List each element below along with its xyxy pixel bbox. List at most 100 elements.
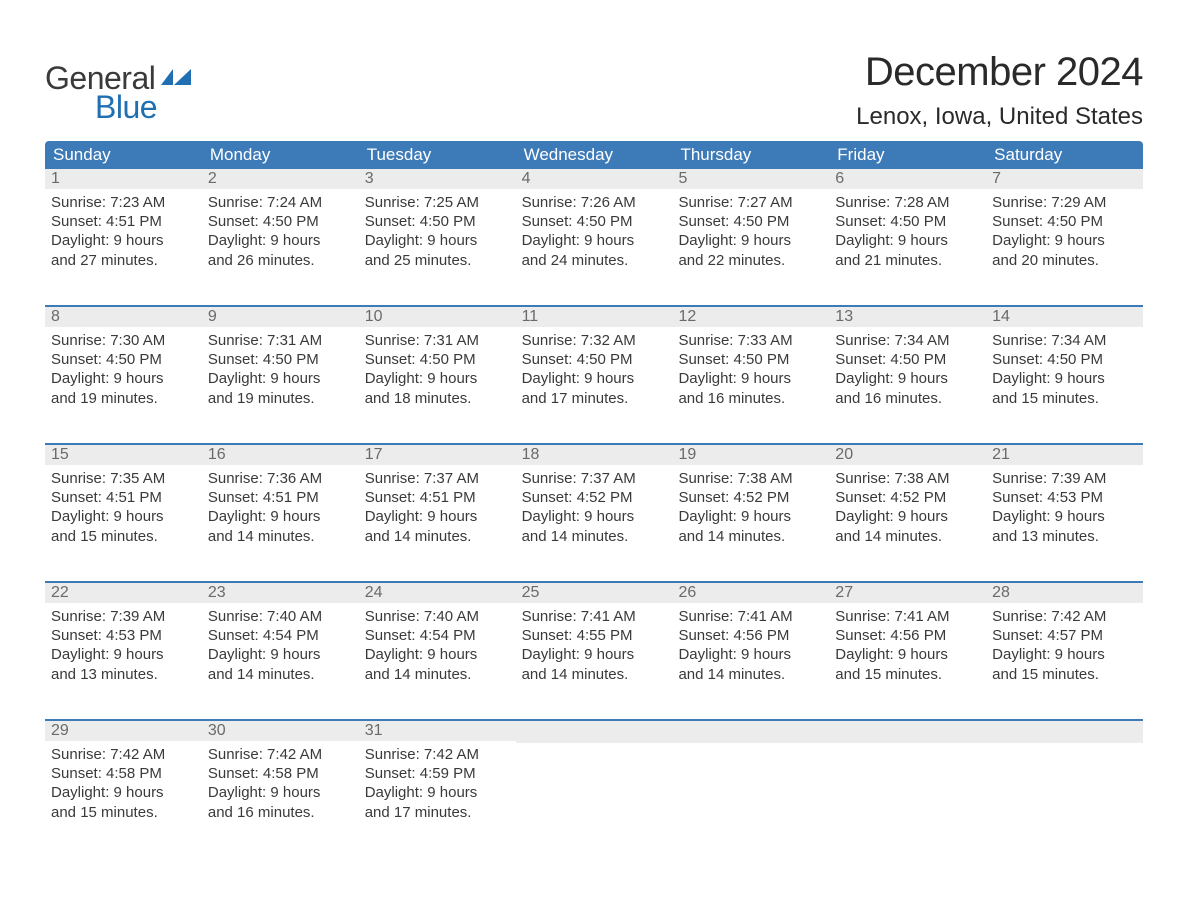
day-data: Sunrise: 7:41 AMSunset: 4:56 PMDaylight:…: [672, 603, 829, 686]
sunset-line: Sunset: 4:53 PM: [992, 488, 1137, 507]
dayhead-sun: Sunday: [45, 141, 202, 169]
sunset-line: Sunset: 4:54 PM: [365, 626, 510, 645]
dayhead-mon: Monday: [202, 141, 359, 169]
sunrise-line: Sunrise: 7:34 AM: [992, 331, 1137, 350]
day-number: 20: [829, 445, 986, 465]
dayhead-wed: Wednesday: [516, 141, 673, 169]
day-data: Sunrise: 7:28 AMSunset: 4:50 PMDaylight:…: [829, 189, 986, 272]
daylight-line2: and 14 minutes.: [678, 665, 823, 684]
day-number: 6: [829, 169, 986, 189]
daylight-line2: and 15 minutes.: [835, 665, 980, 684]
day-number: [829, 721, 986, 743]
daylight-line1: Daylight: 9 hours: [365, 645, 510, 664]
daylight-line2: and 20 minutes.: [992, 251, 1137, 270]
daylight-line2: and 17 minutes.: [365, 803, 510, 822]
daylight-line2: and 15 minutes.: [51, 527, 196, 546]
day-number: 2: [202, 169, 359, 189]
daylight-line1: Daylight: 9 hours: [678, 231, 823, 250]
month-title: December 2024: [856, 50, 1143, 95]
daylight-line2: and 19 minutes.: [51, 389, 196, 408]
sunset-line: Sunset: 4:50 PM: [835, 350, 980, 369]
sunset-line: Sunset: 4:52 PM: [522, 488, 667, 507]
sunset-line: Sunset: 4:55 PM: [522, 626, 667, 645]
day-cell: 21Sunrise: 7:39 AMSunset: 4:53 PMDayligh…: [986, 445, 1143, 563]
sunset-line: Sunset: 4:50 PM: [51, 350, 196, 369]
sunset-line: Sunset: 4:51 PM: [51, 212, 196, 231]
day-cell: 11Sunrise: 7:32 AMSunset: 4:50 PMDayligh…: [516, 307, 673, 425]
daylight-line2: and 15 minutes.: [51, 803, 196, 822]
daylight-line2: and 25 minutes.: [365, 251, 510, 270]
sunrise-line: Sunrise: 7:39 AM: [992, 469, 1137, 488]
day-number: 3: [359, 169, 516, 189]
day-data: Sunrise: 7:42 AMSunset: 4:59 PMDaylight:…: [359, 741, 516, 824]
calendar: Sunday Monday Tuesday Wednesday Thursday…: [45, 141, 1143, 839]
day-number: 11: [516, 307, 673, 327]
daylight-line2: and 16 minutes.: [678, 389, 823, 408]
week-row: 1Sunrise: 7:23 AMSunset: 4:51 PMDaylight…: [45, 169, 1143, 287]
daylight-line2: and 22 minutes.: [678, 251, 823, 270]
sunset-line: Sunset: 4:50 PM: [522, 350, 667, 369]
day-number: 28: [986, 583, 1143, 603]
daylight-line2: and 17 minutes.: [522, 389, 667, 408]
day-cell: 20Sunrise: 7:38 AMSunset: 4:52 PMDayligh…: [829, 445, 986, 563]
sunset-line: Sunset: 4:59 PM: [365, 764, 510, 783]
daylight-line1: Daylight: 9 hours: [208, 231, 353, 250]
day-number: 22: [45, 583, 202, 603]
sunset-line: Sunset: 4:50 PM: [208, 350, 353, 369]
day-cell: 5Sunrise: 7:27 AMSunset: 4:50 PMDaylight…: [672, 169, 829, 287]
sunset-line: Sunset: 4:52 PM: [678, 488, 823, 507]
day-data: Sunrise: 7:31 AMSunset: 4:50 PMDaylight:…: [202, 327, 359, 410]
day-data: Sunrise: 7:32 AMSunset: 4:50 PMDaylight:…: [516, 327, 673, 410]
daylight-line2: and 16 minutes.: [835, 389, 980, 408]
week-row: 8Sunrise: 7:30 AMSunset: 4:50 PMDaylight…: [45, 305, 1143, 425]
day-cell: 29Sunrise: 7:42 AMSunset: 4:58 PMDayligh…: [45, 721, 202, 839]
week-row: 29Sunrise: 7:42 AMSunset: 4:58 PMDayligh…: [45, 719, 1143, 839]
daylight-line2: and 26 minutes.: [208, 251, 353, 270]
sunset-line: Sunset: 4:50 PM: [365, 350, 510, 369]
daylight-line1: Daylight: 9 hours: [208, 369, 353, 388]
daylight-line1: Daylight: 9 hours: [365, 783, 510, 802]
day-data: Sunrise: 7:41 AMSunset: 4:56 PMDaylight:…: [829, 603, 986, 686]
day-data: Sunrise: 7:38 AMSunset: 4:52 PMDaylight:…: [672, 465, 829, 548]
day-data: Sunrise: 7:40 AMSunset: 4:54 PMDaylight:…: [202, 603, 359, 686]
day-data: Sunrise: 7:33 AMSunset: 4:50 PMDaylight:…: [672, 327, 829, 410]
day-number: 23: [202, 583, 359, 603]
daylight-line1: Daylight: 9 hours: [835, 369, 980, 388]
daylight-line1: Daylight: 9 hours: [365, 231, 510, 250]
daylight-line2: and 13 minutes.: [51, 665, 196, 684]
sunset-line: Sunset: 4:50 PM: [835, 212, 980, 231]
day-data: Sunrise: 7:38 AMSunset: 4:52 PMDaylight:…: [829, 465, 986, 548]
day-number: 25: [516, 583, 673, 603]
sunrise-line: Sunrise: 7:41 AM: [835, 607, 980, 626]
day-number: 10: [359, 307, 516, 327]
title-block: December 2024 Lenox, Iowa, United States: [856, 50, 1143, 131]
day-data: Sunrise: 7:39 AMSunset: 4:53 PMDaylight:…: [986, 465, 1143, 548]
day-cell: 23Sunrise: 7:40 AMSunset: 4:54 PMDayligh…: [202, 583, 359, 701]
dayhead-sat: Saturday: [986, 141, 1143, 169]
daylight-line2: and 14 minutes.: [835, 527, 980, 546]
day-cell: 24Sunrise: 7:40 AMSunset: 4:54 PMDayligh…: [359, 583, 516, 701]
sunrise-line: Sunrise: 7:39 AM: [51, 607, 196, 626]
sunset-line: Sunset: 4:50 PM: [365, 212, 510, 231]
daylight-line1: Daylight: 9 hours: [51, 507, 196, 526]
sunrise-line: Sunrise: 7:41 AM: [522, 607, 667, 626]
sunset-line: Sunset: 4:50 PM: [992, 350, 1137, 369]
sunrise-line: Sunrise: 7:41 AM: [678, 607, 823, 626]
day-cell: 9Sunrise: 7:31 AMSunset: 4:50 PMDaylight…: [202, 307, 359, 425]
day-number: 31: [359, 721, 516, 741]
day-cell: 2Sunrise: 7:24 AMSunset: 4:50 PMDaylight…: [202, 169, 359, 287]
weeks-container: 1Sunrise: 7:23 AMSunset: 4:51 PMDaylight…: [45, 169, 1143, 839]
daylight-line2: and 18 minutes.: [365, 389, 510, 408]
day-data: Sunrise: 7:36 AMSunset: 4:51 PMDaylight:…: [202, 465, 359, 548]
sunrise-line: Sunrise: 7:32 AM: [522, 331, 667, 350]
day-data: Sunrise: 7:35 AMSunset: 4:51 PMDaylight:…: [45, 465, 202, 548]
day-number: 12: [672, 307, 829, 327]
daylight-line1: Daylight: 9 hours: [51, 783, 196, 802]
sunset-line: Sunset: 4:58 PM: [208, 764, 353, 783]
day-number: 16: [202, 445, 359, 465]
day-data: Sunrise: 7:24 AMSunset: 4:50 PMDaylight:…: [202, 189, 359, 272]
sunrise-line: Sunrise: 7:25 AM: [365, 193, 510, 212]
daylight-line2: and 15 minutes.: [992, 665, 1137, 684]
day-data: Sunrise: 7:42 AMSunset: 4:57 PMDaylight:…: [986, 603, 1143, 686]
day-cell: [672, 721, 829, 839]
